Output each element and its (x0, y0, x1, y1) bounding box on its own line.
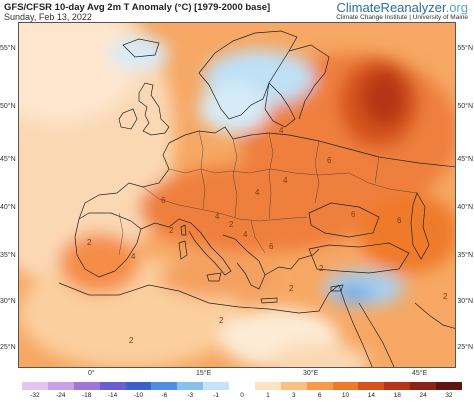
lat-label-left: 35°N (0, 252, 16, 259)
contour-label: 2 (219, 316, 224, 325)
contour-label: 4 (279, 126, 284, 135)
colorbar-label: -1 (213, 392, 219, 399)
contour-label: 2 (129, 336, 134, 345)
lat-label-right: 45°N (457, 156, 473, 163)
lat-label-left: 50°N (0, 103, 16, 110)
country-borders (118, 130, 418, 256)
contour-label: 4 (255, 188, 260, 197)
lat-label-left: 55°N (0, 45, 16, 52)
colorbar-swatch (177, 382, 204, 390)
colorbar-swatch (332, 382, 359, 390)
colorbar-label: -3 (187, 392, 194, 399)
contour-label: 2 (87, 238, 92, 247)
contour-label: 2 (319, 264, 324, 273)
colorbar-swatch (73, 382, 100, 390)
lon-label: 0° (88, 370, 95, 377)
lat-label-left: 45°N (0, 156, 16, 163)
map-date: Sunday, Feb 13, 2022 (4, 12, 92, 22)
colorbar-swatch (99, 382, 126, 390)
contour-label: 2 (443, 292, 448, 301)
brand-name: ClimateReanalyzer (336, 0, 446, 15)
colorbar-label: 3 (291, 392, 296, 399)
colorbar-swatch (151, 382, 178, 390)
colorbar-label: 32 (445, 392, 453, 399)
lat-label-right: 50°N (457, 103, 473, 110)
colorbar-swatch (436, 382, 462, 390)
lat-label-right: 35°N (457, 252, 473, 259)
colorbar-swatch (203, 382, 229, 390)
contour-label: 6 (327, 156, 332, 165)
contour-label: 2 (169, 226, 174, 235)
lat-label-right: 30°N (457, 298, 473, 305)
lon-label: 45°E (412, 370, 428, 377)
colorbar-label: 10 (341, 392, 350, 399)
lat-label-left: 25°N (0, 344, 16, 351)
contour-label: 4 (283, 176, 288, 185)
contour-label: 6 (397, 216, 402, 225)
colorbar-label: 0 (240, 392, 244, 399)
brand-logo[interactable]: ClimateReanalyzer.org (336, 0, 468, 15)
colorbar-label: 1 (266, 392, 270, 399)
contour-labels: 6 6 4 6 6 4 2 4 6 2 4 4 2 4 2 2 2 2 2 (87, 126, 448, 345)
colorbar-swatch (358, 382, 385, 390)
colorbar-swatch (47, 382, 74, 390)
colorbar-label: -6 (161, 392, 168, 399)
contour-label: 6 (161, 196, 166, 205)
colorbar-label: 24 (419, 392, 427, 399)
colorbar-label: -14 (107, 392, 118, 399)
colorbar-label: -32 (30, 392, 40, 399)
colorbar-swatch (410, 382, 436, 390)
anomaly-shading (19, 23, 455, 367)
colorbar-label: -10 (133, 392, 144, 399)
colorbar-label: 14 (367, 392, 376, 399)
lat-label-right: 40°N (457, 204, 473, 211)
contour-label: 4 (215, 212, 220, 221)
colorbar (22, 382, 462, 390)
colorbar-swatch (125, 382, 152, 390)
colorbar-labels: -32 -24 -18 -14 -10 -6 -3 -1 0 1 3 6 10 14 18 24 32 (22, 392, 462, 402)
colorbar-label: -24 (56, 392, 66, 399)
colorbar-label: 6 (317, 392, 322, 399)
lat-label-left: 30°N (0, 298, 16, 305)
contour-label: 2 (289, 284, 294, 293)
colorbar-swatch (384, 382, 411, 390)
colorbar-label: -18 (82, 392, 92, 399)
lat-label-right: 55°N (457, 45, 473, 52)
anomaly-map[interactable]: 6 6 4 6 6 4 2 4 6 2 4 4 2 4 2 2 2 2 2 (18, 22, 456, 368)
colorbar-swatch (280, 382, 307, 390)
colorbar-swatch (22, 382, 48, 390)
contour-label: 6 (269, 242, 274, 251)
colorbar-swatch (306, 382, 333, 390)
map-title: GFS/CFSR 10-day Avg 2m T Anomaly (°C) [1… (4, 2, 271, 13)
contour-label: 6 (351, 210, 356, 219)
colorbar-swatch (254, 382, 281, 390)
brand-subtitle: Climate Change Institute | University of… (336, 14, 468, 21)
coastlines (58, 30, 455, 367)
brand-suffix: .org (445, 0, 468, 15)
contour-label: 4 (243, 230, 248, 239)
map-canvas: 6 6 4 6 6 4 2 4 6 2 4 4 2 4 2 2 2 2 2 (19, 23, 455, 367)
colorbar-label: 18 (393, 392, 401, 399)
contour-label: 2 (229, 220, 234, 229)
lon-label: 15°E (196, 370, 212, 377)
contour-label: 4 (131, 252, 136, 261)
lat-label-right: 25°N (457, 344, 473, 351)
lon-label: 30°E (303, 370, 319, 377)
colorbar-swatch (229, 382, 255, 390)
lat-label-left: 40°N (0, 204, 16, 211)
